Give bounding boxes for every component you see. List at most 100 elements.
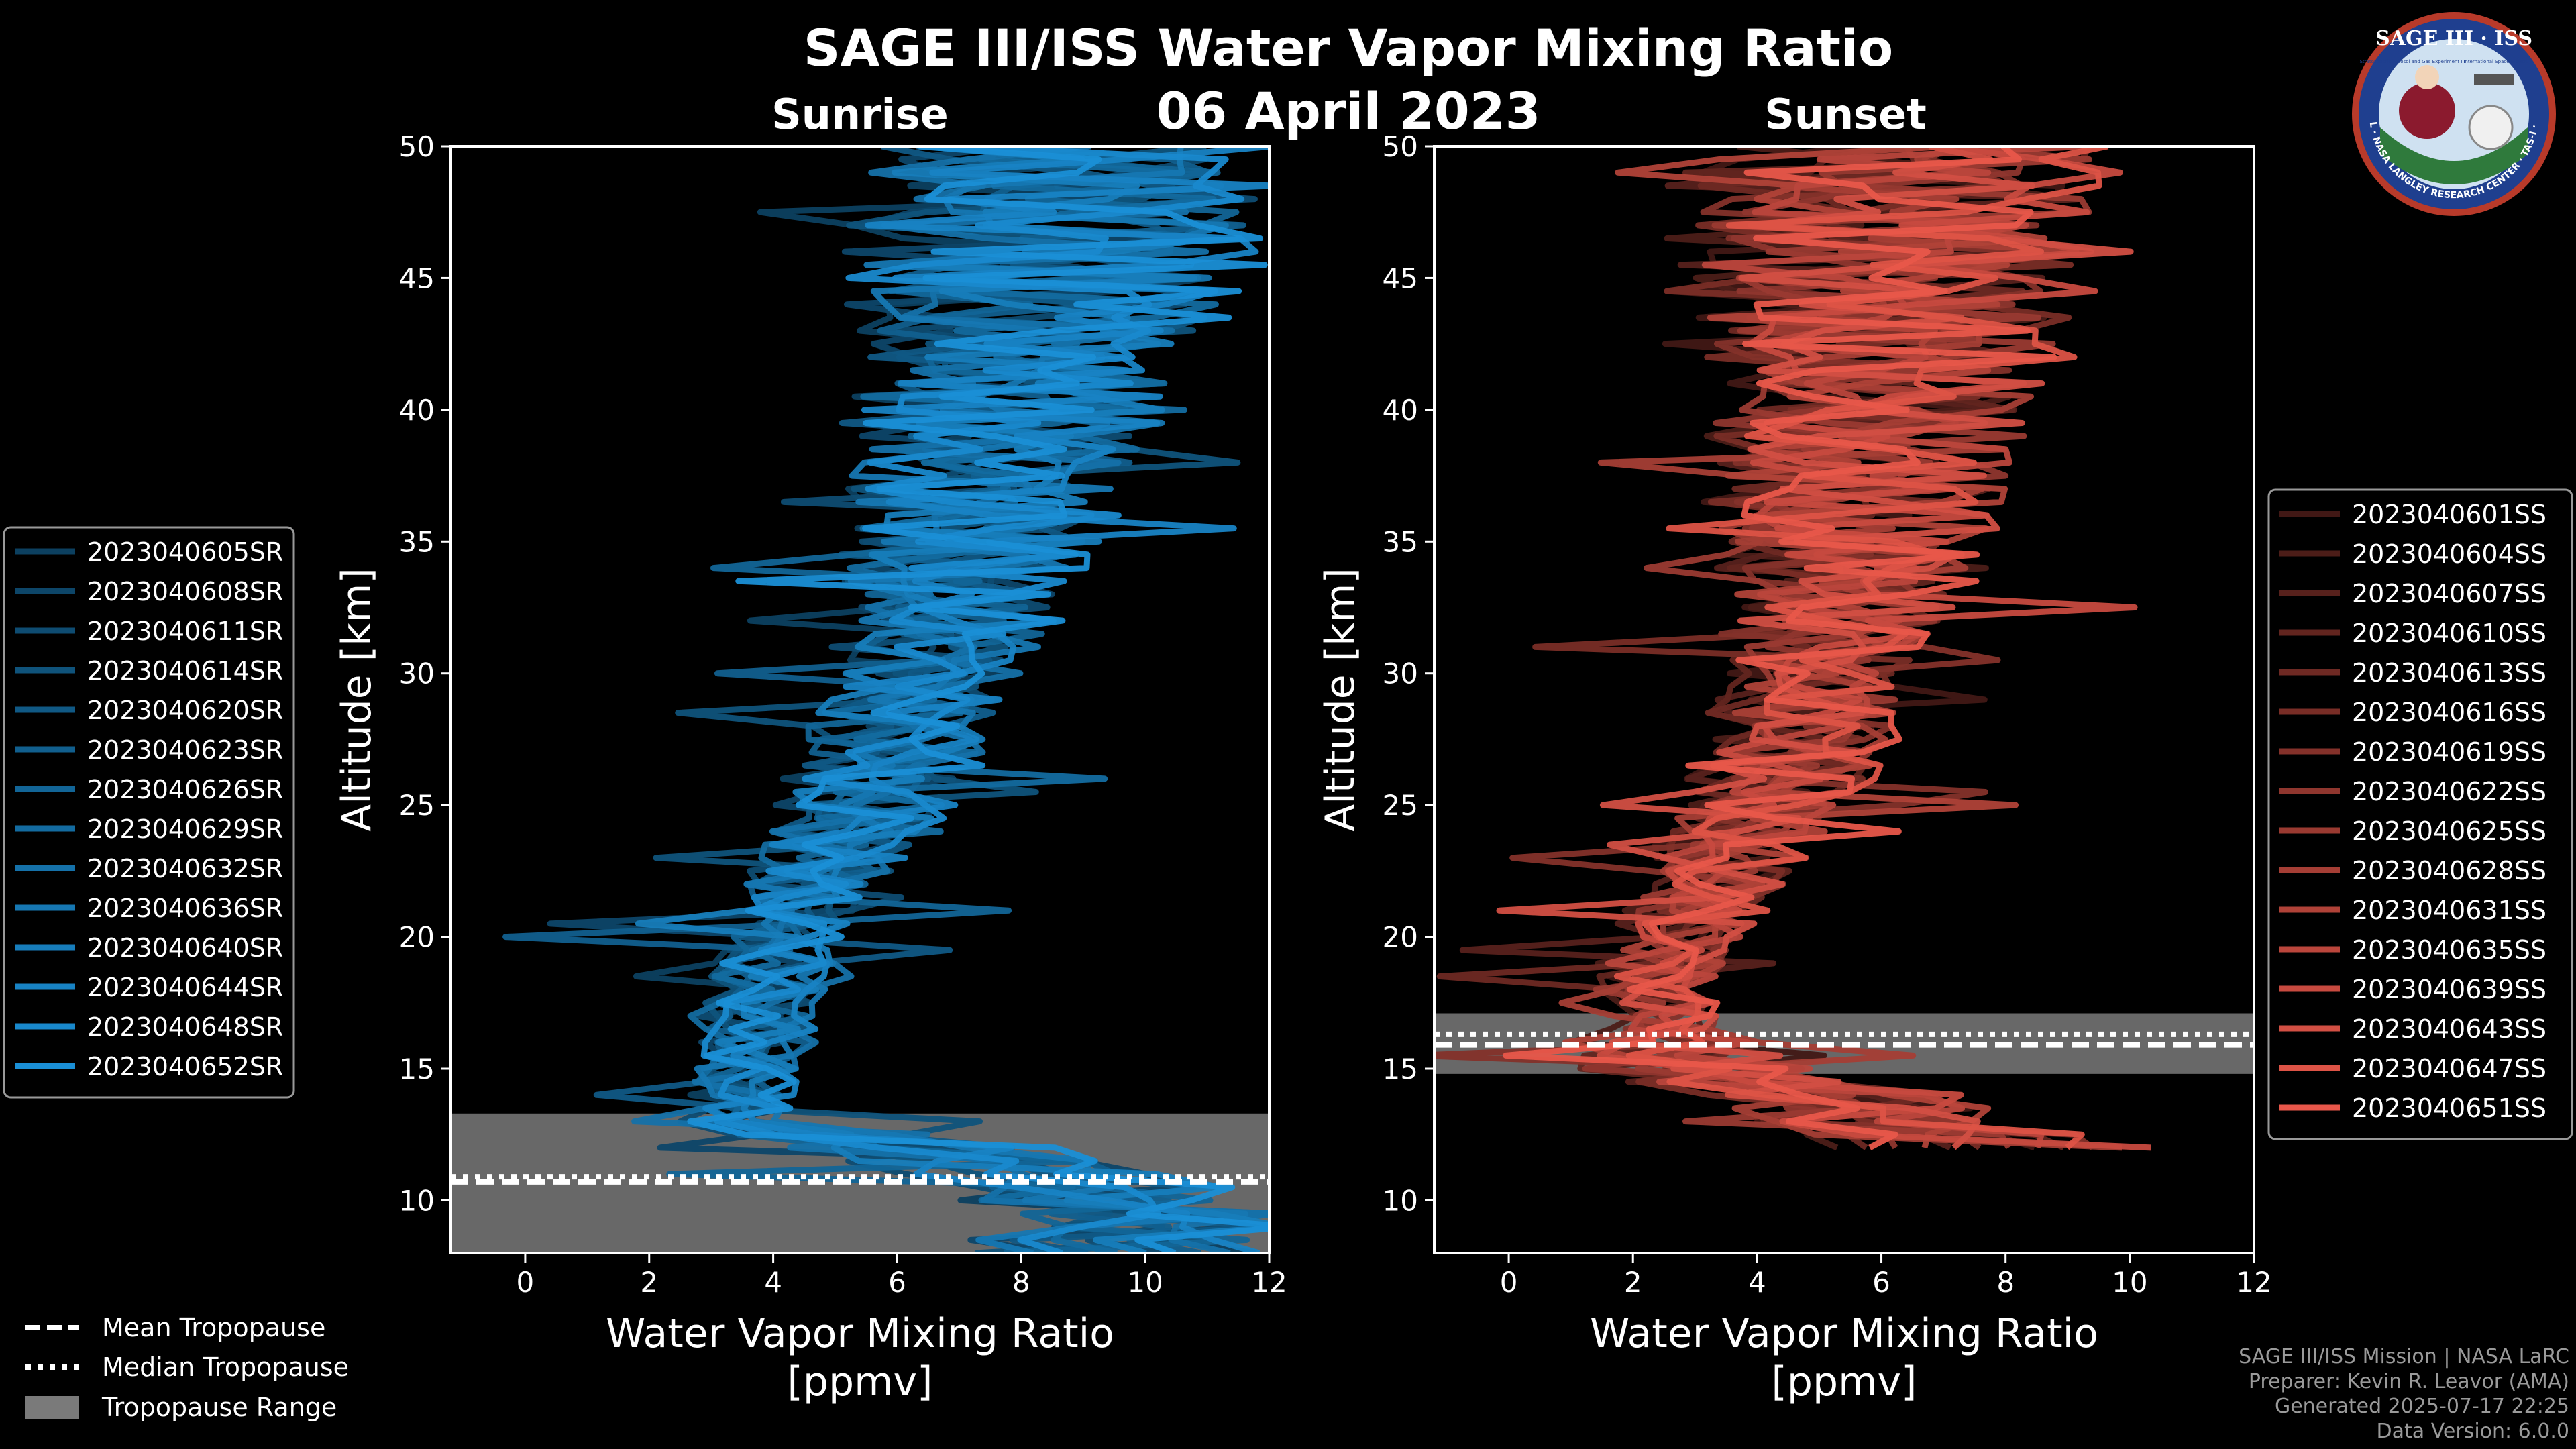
y-tick-label: 30: [1383, 657, 1418, 690]
legend-label-2023040644SR: 2023040644SR: [87, 973, 283, 1002]
footer-mission: SAGE III/ISS Mission | NASA LaRC: [2239, 1345, 2569, 1368]
y-tick-label: 30: [399, 657, 435, 690]
legend-label-2023040613SS: 2023040613SS: [2352, 658, 2546, 688]
legend-label-2023040622SS: 2023040622SS: [2352, 777, 2546, 806]
tropopause-range-swatch: [25, 1396, 79, 1419]
tropopause-legend: Mean Tropopause Median Tropopause Tropop…: [25, 1313, 349, 1422]
x-tick-label: 0: [517, 1266, 535, 1299]
y-tick-label: 45: [399, 262, 435, 294]
legend-label-2023040635SS: 2023040635SS: [2352, 935, 2546, 965]
y-axis-label: Altitude [km]: [333, 568, 380, 832]
profile-line-2023040651SS: [1503, 146, 2057, 1150]
sage-iii-iss-logo: SAGE III · ISS Stratospheric Aerosol and…: [2352, 12, 2556, 216]
legend-label-2023040628SS: 2023040628SS: [2352, 856, 2546, 885]
legend-label-2023040620SR: 2023040620SR: [87, 696, 283, 725]
legend-label-2023040604SS: 2023040604SS: [2352, 539, 2546, 569]
x-tick-label: 4: [1748, 1266, 1766, 1299]
median-tropopause-label: Median Tropopause: [102, 1352, 349, 1382]
x-tick-label: 12: [1251, 1266, 1287, 1299]
x-axis-label: [ppmv]: [788, 1358, 933, 1405]
legend-label-2023040619SS: 2023040619SS: [2352, 737, 2546, 767]
x-tick-label: 4: [764, 1266, 782, 1299]
legend-label-2023040626SR: 2023040626SR: [87, 775, 283, 804]
legend-label-2023040625SS: 2023040625SS: [2352, 816, 2546, 846]
x-axis-label: [ppmv]: [1772, 1358, 1917, 1405]
x-tick-label: 10: [2112, 1266, 2147, 1299]
legend-label-2023040607SS: 2023040607SS: [2352, 579, 2546, 608]
legend-label-2023040610SS: 2023040610SS: [2352, 619, 2546, 648]
y-tick-label: 15: [399, 1053, 435, 1085]
y-tick-label: 20: [1383, 921, 1418, 954]
x-tick-label: 2: [1624, 1266, 1642, 1299]
y-tick-label: 40: [1383, 394, 1418, 427]
legend-label-2023040640SR: 2023040640SR: [87, 933, 283, 963]
legend-label-2023040601SS: 2023040601SS: [2352, 500, 2546, 529]
legend-label-2023040631SS: 2023040631SS: [2352, 896, 2546, 925]
legend-label-2023040623SR: 2023040623SR: [87, 735, 283, 765]
logo-small-right: International Space Station: [2463, 59, 2527, 64]
legend-label-2023040614SR: 2023040614SR: [87, 656, 283, 686]
axes-frame: [449, 145, 1271, 1254]
logo-top-text: SAGE III · ISS: [2375, 27, 2532, 50]
y-tick-label: 50: [1383, 130, 1418, 163]
x-tick-label: 6: [888, 1266, 906, 1299]
legend-label-2023040652SR: 2023040652SR: [87, 1052, 283, 1081]
legend-box: [3, 526, 295, 1099]
y-tick-label: 20: [399, 921, 435, 954]
legend-label-2023040643SS: 2023040643SS: [2352, 1014, 2546, 1044]
figure-date: 06 April 2023: [1156, 81, 1540, 141]
panel-title: Sunset: [1764, 90, 1927, 139]
y-axis-label: Altitude [km]: [1317, 568, 1364, 832]
profile-line-2023040644SR: [702, 146, 1269, 1253]
logo-globe: [2468, 105, 2514, 150]
figure-title: SAGE III/ISS Water Vapor Mixing Ratio: [804, 18, 1894, 78]
y-tick-label: 35: [1383, 525, 1418, 558]
profile-line-2023040639SS: [1597, 146, 2151, 1151]
y-tick-label: 25: [399, 789, 435, 822]
x-tick-label: 0: [1500, 1266, 1518, 1299]
x-tick-label: 6: [1872, 1266, 1890, 1299]
y-tick-label: 10: [399, 1184, 435, 1217]
plot-area: [1434, 146, 2254, 1151]
y-tick-label: 45: [1383, 262, 1418, 294]
sunset-panel: 0 2 4 6 8 10 12 10 15 20 25 30 35 40 45 50 Sunset Water V…: [1317, 90, 2272, 1405]
y-tick-label: 15: [1383, 1053, 1418, 1085]
logo-earth: [2380, 127, 2528, 184]
footer-version: Data Version: 6.0.0: [2376, 1419, 2569, 1443]
legend-box: [2267, 488, 2573, 1140]
sunrise-panel: 0 2 4 6 8 10 12 10 15 20 25 30 35 40 45 50 Sunrise Water …: [333, 90, 1287, 1405]
footer-preparer: Preparer: Kevin R. Leavor (AMA): [2248, 1370, 2569, 1393]
legend-label-2023040632SR: 2023040632SR: [87, 854, 283, 883]
tropopause-range-label: Tropopause Range: [101, 1393, 337, 1422]
legend-label-2023040616SS: 2023040616SS: [2352, 698, 2546, 727]
y-tick-label: 35: [399, 525, 435, 558]
legend-label-2023040605SR: 2023040605SR: [87, 537, 283, 567]
x-tick-label: 8: [1996, 1266, 2015, 1299]
panel-title: Sunrise: [771, 90, 949, 139]
legend-label-2023040647SS: 2023040647SS: [2352, 1054, 2546, 1083]
y-tick-label: 25: [1383, 789, 1418, 822]
legend-label-2023040639SS: 2023040639SS: [2352, 975, 2546, 1004]
plot-area: [451, 146, 1269, 1253]
y-tick-label: 50: [399, 130, 435, 163]
profile-line-2023040640SR: [635, 146, 1269, 1253]
logo-figure-head: [2415, 65, 2439, 89]
sunset-legend: 2023040601SS 2023040604SS 2023040607SS 2023…: [2267, 488, 2573, 1140]
x-axis-label: Water Vapor Mixing Ratio: [1590, 1310, 2098, 1357]
axes-frame: [1433, 145, 2255, 1254]
legend-label-2023040636SR: 2023040636SR: [87, 894, 283, 923]
legend-label-2023040651SS: 2023040651SS: [2352, 1093, 2546, 1123]
logo-figure: [2399, 83, 2455, 139]
footer-generated: Generated 2025-07-17 22:25: [2274, 1395, 2569, 1418]
y-tick-label: 10: [1383, 1184, 1418, 1217]
footer-credits: SAGE III/ISS Mission | NASA LaRC Prepare…: [2239, 1344, 2569, 1444]
logo-small-left: Stratospheric Aerosol and Gas Experiment…: [2359, 59, 2465, 64]
x-tick-label: 2: [640, 1266, 658, 1299]
profile-line-2023040652SR: [687, 146, 1269, 1253]
x-tick-label: 12: [2236, 1266, 2271, 1299]
x-tick-label: 8: [1012, 1266, 1030, 1299]
legend-label-2023040648SR: 2023040648SR: [87, 1012, 283, 1042]
legend-label-2023040611SR: 2023040611SR: [87, 616, 283, 646]
legend-label-2023040608SR: 2023040608SR: [87, 577, 283, 606]
